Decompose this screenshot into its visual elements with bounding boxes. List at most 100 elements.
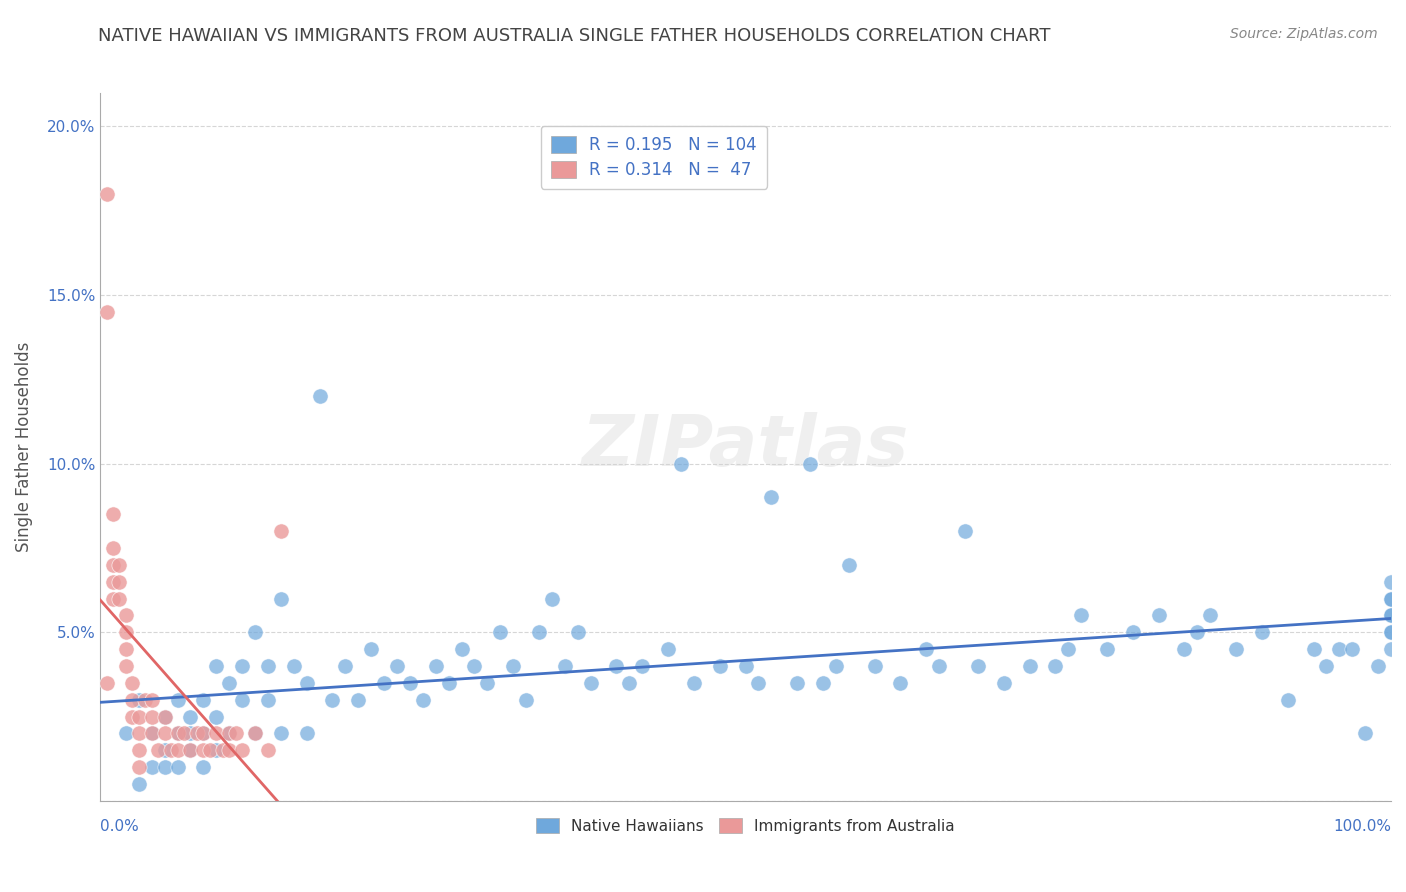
Point	[734, 659, 756, 673]
Point	[101, 541, 124, 555]
Point	[928, 659, 950, 673]
Point	[631, 659, 654, 673]
Point	[141, 726, 163, 740]
Point	[231, 659, 253, 673]
Point	[554, 659, 576, 673]
Point	[308, 389, 330, 403]
Point	[243, 726, 266, 740]
Point	[1315, 659, 1337, 673]
Point	[1018, 659, 1040, 673]
Point	[211, 743, 233, 757]
Point	[153, 743, 176, 757]
Point	[108, 591, 131, 606]
Point	[889, 676, 911, 690]
Point	[141, 760, 163, 774]
Point	[160, 743, 183, 757]
Point	[335, 659, 357, 673]
Point	[231, 692, 253, 706]
Point	[96, 186, 118, 201]
Point	[270, 524, 292, 538]
Point	[1379, 625, 1402, 640]
Point	[128, 726, 150, 740]
Point	[761, 491, 783, 505]
Point	[179, 743, 201, 757]
Point	[257, 659, 280, 673]
Point	[128, 777, 150, 791]
Point	[179, 709, 201, 723]
Point	[1187, 625, 1209, 640]
Point	[412, 692, 434, 706]
Point	[515, 692, 537, 706]
Point	[1225, 642, 1247, 657]
Point	[838, 558, 860, 572]
Point	[128, 709, 150, 723]
Point	[198, 743, 221, 757]
Point	[193, 760, 215, 774]
Point	[153, 726, 176, 740]
Point	[1341, 642, 1364, 657]
Point	[1379, 608, 1402, 623]
Point	[527, 625, 550, 640]
Point	[115, 726, 138, 740]
Point	[96, 676, 118, 690]
Point	[218, 726, 240, 740]
Point	[786, 676, 808, 690]
Point	[108, 558, 131, 572]
Point	[321, 692, 343, 706]
Point	[811, 676, 834, 690]
Point	[619, 676, 641, 690]
Point	[360, 642, 382, 657]
Point	[128, 692, 150, 706]
Point	[657, 642, 679, 657]
Point	[425, 659, 447, 673]
Point	[115, 659, 138, 673]
Legend: Native Hawaiians, Immigrants from Australia: Native Hawaiians, Immigrants from Austra…	[527, 808, 965, 843]
Text: 100.0%: 100.0%	[1333, 819, 1391, 834]
Point	[385, 659, 408, 673]
Point	[193, 726, 215, 740]
Point	[153, 709, 176, 723]
Point	[108, 574, 131, 589]
Point	[1379, 608, 1402, 623]
Point	[1277, 692, 1299, 706]
Point	[96, 305, 118, 319]
Point	[205, 709, 228, 723]
Point	[437, 676, 460, 690]
Point	[825, 659, 848, 673]
Point	[477, 676, 499, 690]
Text: ZIPatlas: ZIPatlas	[582, 412, 910, 482]
Point	[115, 642, 138, 657]
Point	[128, 760, 150, 774]
Point	[1302, 642, 1324, 657]
Point	[1379, 642, 1402, 657]
Point	[153, 709, 176, 723]
Point	[993, 676, 1015, 690]
Point	[1173, 642, 1195, 657]
Point	[1199, 608, 1222, 623]
Point	[101, 507, 124, 521]
Point	[283, 659, 305, 673]
Point	[128, 743, 150, 757]
Point	[605, 659, 627, 673]
Point	[463, 659, 485, 673]
Point	[1379, 574, 1402, 589]
Point	[193, 692, 215, 706]
Point	[166, 692, 188, 706]
Point	[669, 457, 692, 471]
Point	[193, 743, 215, 757]
Point	[166, 760, 188, 774]
Point	[709, 659, 731, 673]
Point	[193, 726, 215, 740]
Point	[489, 625, 512, 640]
Point	[179, 726, 201, 740]
Point	[141, 692, 163, 706]
Point	[1367, 659, 1389, 673]
Point	[295, 676, 318, 690]
Point	[541, 591, 564, 606]
Point	[1251, 625, 1274, 640]
Point	[101, 574, 124, 589]
Point	[243, 625, 266, 640]
Point	[373, 676, 395, 690]
Point	[295, 726, 318, 740]
Point	[1045, 659, 1067, 673]
